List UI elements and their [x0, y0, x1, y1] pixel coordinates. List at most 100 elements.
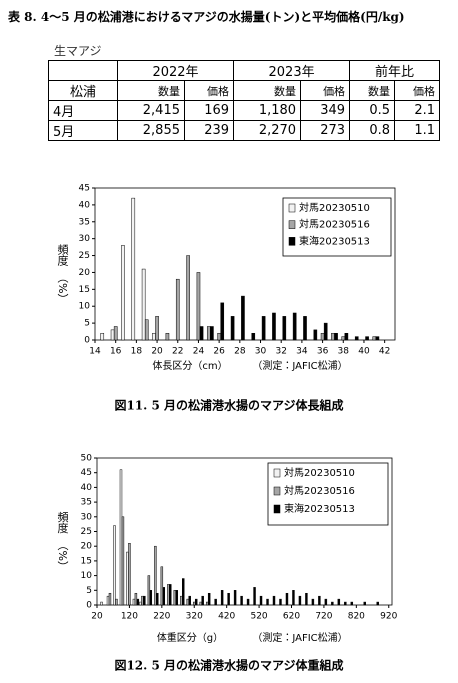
header-row: 2022年 2023年 前年比: [48, 60, 440, 81]
bar: [144, 319, 149, 341]
y-axis-unit: （%）: [56, 272, 69, 304]
bar: [143, 595, 146, 606]
bar: [100, 601, 103, 606]
x-tick-label: 420: [218, 612, 235, 622]
figure-caption: 図12. 5 月の松浦港水揚のマアジ体重組成: [114, 658, 343, 673]
x-tick-label: 42: [379, 347, 390, 357]
bar: [253, 587, 256, 606]
cell: 1.1: [394, 120, 440, 141]
y-tick-label: 10: [81, 571, 93, 581]
x-tick-label: 120: [121, 612, 138, 622]
x-tick-label: 820: [348, 612, 365, 622]
legend-swatch: [273, 504, 281, 514]
bar: [363, 601, 366, 606]
plot-frame: [94, 187, 396, 341]
bar: [110, 329, 115, 341]
bar: [337, 598, 341, 606]
y-tick-label: 0: [84, 336, 90, 346]
cell: 1,180: [233, 100, 302, 121]
bar: [240, 595, 243, 606]
bar: [165, 332, 170, 341]
bar: [100, 332, 105, 341]
bar: [282, 316, 287, 341]
y-tick-label: 25: [81, 527, 92, 537]
bar: [334, 332, 338, 341]
bar: [214, 598, 217, 606]
group-header: 2022年: [116, 60, 235, 81]
bar: [169, 584, 172, 606]
bar: [220, 302, 225, 341]
bar: [136, 598, 140, 606]
legend-label: 対馬20230510: [299, 201, 370, 214]
bar: [156, 592, 159, 606]
bar: [113, 326, 118, 341]
x-tick-label: 220: [153, 612, 170, 622]
bar: [149, 590, 153, 606]
bar: [298, 595, 302, 606]
bar: [372, 336, 377, 341]
bar: [272, 312, 276, 341]
bar: [320, 332, 325, 341]
y-axis-unit: （%）: [56, 540, 69, 572]
bar: [147, 575, 151, 606]
bar: [175, 278, 180, 341]
y-tick-label: 50: [81, 454, 93, 464]
bar: [227, 592, 230, 606]
bar: [119, 469, 123, 606]
bar: [175, 590, 178, 606]
cell: 239: [183, 120, 235, 141]
x-tick-label: 40: [358, 347, 370, 357]
x-tick-label: 14: [89, 347, 101, 357]
bar: [182, 578, 185, 606]
x-tick-label: 30: [255, 347, 267, 357]
x-tick-label: 920: [380, 612, 397, 622]
x-tick-label: 22: [172, 347, 183, 357]
y-axis-label: 頻度: [56, 244, 69, 267]
x-tick-label: 720: [315, 612, 332, 622]
y-tick-label: 5: [86, 586, 92, 596]
y-tick-label: 40: [81, 483, 93, 493]
bar: [121, 516, 125, 606]
y-tick-label: 25: [79, 251, 90, 261]
bar: [186, 598, 189, 606]
x-tick-label: 20: [91, 612, 103, 622]
bar: [354, 336, 359, 341]
bar: [318, 595, 321, 606]
x-tick-label: 26: [213, 347, 225, 357]
bar: [152, 332, 156, 341]
cell: 2,855: [117, 120, 185, 141]
legend-label: 対馬20230510: [284, 466, 355, 479]
bar: [207, 592, 211, 606]
x-axis-label: 体重区分（g）: [157, 631, 223, 644]
bar: [121, 245, 125, 341]
bar: [305, 592, 308, 606]
bar: [376, 601, 379, 606]
table-label: 生マアジ: [54, 44, 102, 58]
bar: [375, 336, 380, 341]
legend-swatch: [273, 468, 281, 478]
legend-label: 東海20230513: [299, 234, 370, 247]
data-row: 5月 2,855 239 2,270 273 0.8 1.1: [48, 120, 440, 141]
legend-swatch: [288, 203, 296, 213]
bar: [233, 590, 237, 606]
measurement-note: （測定：JAFIC松浦）: [252, 359, 347, 372]
bar: [331, 601, 334, 606]
legend-label: 東海20230513: [284, 502, 355, 515]
y-tick-label: 45: [81, 468, 92, 478]
x-tick-label: 18: [131, 347, 143, 357]
x-tick-label: 16: [110, 347, 122, 357]
bar: [365, 336, 369, 341]
bar: [131, 197, 136, 341]
y-tick-label: 30: [81, 512, 93, 522]
cell: 2,270: [233, 120, 302, 141]
bar: [108, 592, 112, 606]
data-row: 4月 2,415 169 1,180 349 0.5 2.1: [48, 100, 440, 121]
bar: [344, 332, 349, 341]
bar: [186, 255, 190, 341]
bar: [106, 595, 110, 606]
table-title: 表 8. 4～5 月の松浦港におけるマアジの水揚量(トン)と平均価格(円/kg): [8, 10, 405, 24]
bar: [162, 587, 166, 606]
bar: [323, 322, 328, 341]
bar: [199, 601, 202, 606]
